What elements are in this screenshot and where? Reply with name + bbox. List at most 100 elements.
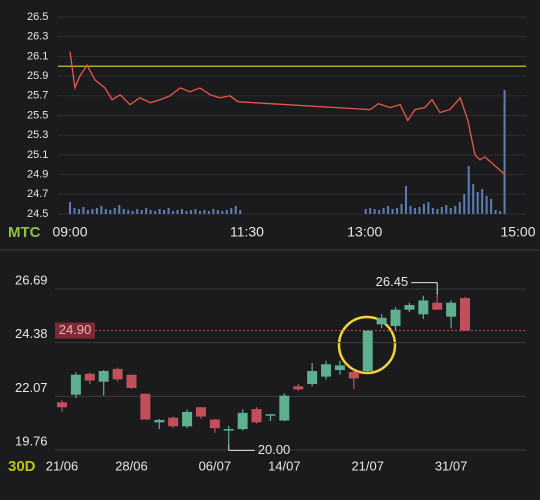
candle-body <box>362 330 373 372</box>
symbol-label: MTC <box>8 224 41 241</box>
volume-bar <box>91 209 94 214</box>
volume-bar <box>172 211 175 214</box>
volume-bar <box>454 206 457 214</box>
candle-body <box>209 419 220 429</box>
volume-bar <box>436 209 439 214</box>
x-tick-label: 21/06 <box>46 458 79 473</box>
current-price-label: 24.90 <box>59 322 92 337</box>
volume-bar <box>203 210 206 214</box>
y-tick-label: 25.5 <box>27 109 48 121</box>
volume-bar <box>400 204 403 214</box>
volume-bar <box>378 210 381 214</box>
volume-bar <box>458 202 461 214</box>
volume-bar <box>476 192 479 214</box>
candle-body <box>223 429 234 431</box>
volume-bar <box>445 205 448 214</box>
y-tick-label: 26.3 <box>27 31 48 43</box>
volume-bar <box>387 206 390 214</box>
candle-body <box>432 302 443 310</box>
volume-bar <box>503 90 506 214</box>
candle-body <box>321 364 332 377</box>
y-tick-label: 25.3 <box>27 129 48 141</box>
highlight-circle <box>337 315 397 375</box>
volume-bar <box>396 208 399 214</box>
volume-bar <box>158 209 161 214</box>
candle-body <box>57 402 67 408</box>
candle-body <box>195 407 206 417</box>
volume-bar <box>364 209 367 214</box>
x-tick-label: 13:00 <box>347 224 382 240</box>
volume-bar <box>230 208 233 214</box>
volume-bar <box>234 206 237 214</box>
volume-bar <box>481 189 484 214</box>
y-tick-label: 22.07 <box>15 380 48 395</box>
volume-bar <box>418 207 421 214</box>
x-tick-label: 11:30 <box>230 224 264 240</box>
candle-body <box>251 409 262 423</box>
volume-bar <box>95 208 98 214</box>
volume-bar <box>194 209 197 214</box>
candle-body <box>390 309 401 326</box>
volume-bar <box>109 210 112 214</box>
volume-bar <box>490 199 493 214</box>
candle-body <box>84 373 95 381</box>
volume-bar <box>472 184 475 214</box>
volume-bar <box>140 210 143 214</box>
y-tick-label: 26.69 <box>15 272 48 287</box>
candle-body <box>348 371 359 379</box>
volume-bar <box>216 210 219 214</box>
y-tick-label: 24.9 <box>27 169 48 181</box>
volume-bar <box>82 207 85 214</box>
candle-body <box>126 374 137 388</box>
x-tick-label: 21/07 <box>351 458 384 473</box>
current-price-box <box>55 322 95 339</box>
max-label: 26.45 <box>376 274 409 289</box>
candle-body <box>293 386 304 390</box>
y-tick-label: 26.5 <box>27 11 48 23</box>
y-tick-label: 24.5 <box>27 208 48 220</box>
candle-body <box>446 302 457 317</box>
candle-body <box>376 317 387 325</box>
volume-bar <box>136 209 139 214</box>
volume-bar <box>113 208 116 214</box>
volume-bar <box>163 210 166 214</box>
volume-bar <box>494 210 497 214</box>
y-tick-label: 25.1 <box>27 149 48 161</box>
x-tick-label: 09:00 <box>52 224 87 240</box>
candle-body <box>70 374 81 395</box>
volume-bar <box>69 202 71 214</box>
volume-bar <box>239 210 242 214</box>
candle-body <box>237 412 248 430</box>
candle-body <box>404 305 415 310</box>
volume-bar <box>176 210 179 214</box>
volume-bar <box>449 208 452 214</box>
volume-bar <box>427 202 430 214</box>
y-tick-label: 24.38 <box>15 326 48 341</box>
candle-body <box>334 365 345 371</box>
y-tick-label: 24.7 <box>27 188 48 200</box>
volume-bar <box>422 204 425 214</box>
candle-body <box>168 417 179 427</box>
volume-bar <box>207 211 210 214</box>
volume-bar <box>221 211 224 214</box>
volume-bar <box>104 209 107 214</box>
volume-bar <box>485 196 488 214</box>
x-tick-label: 31/07 <box>435 458 468 473</box>
volume-bar <box>145 208 148 214</box>
candle-body <box>279 395 290 421</box>
volume-bar <box>212 209 215 214</box>
volume-bar <box>167 208 170 214</box>
volume-bar <box>405 186 407 214</box>
volume-bar <box>149 210 152 214</box>
volume-bar <box>77 209 80 214</box>
candle-body <box>98 371 109 382</box>
volume-bar <box>499 211 502 214</box>
y-tick-label: 26.1 <box>27 50 48 62</box>
y-tick-label: 25.7 <box>27 90 48 102</box>
volume-bar <box>431 208 434 214</box>
x-tick-label: 28/06 <box>115 458 148 473</box>
volume-bar <box>391 209 394 214</box>
volume-bar <box>185 211 188 214</box>
